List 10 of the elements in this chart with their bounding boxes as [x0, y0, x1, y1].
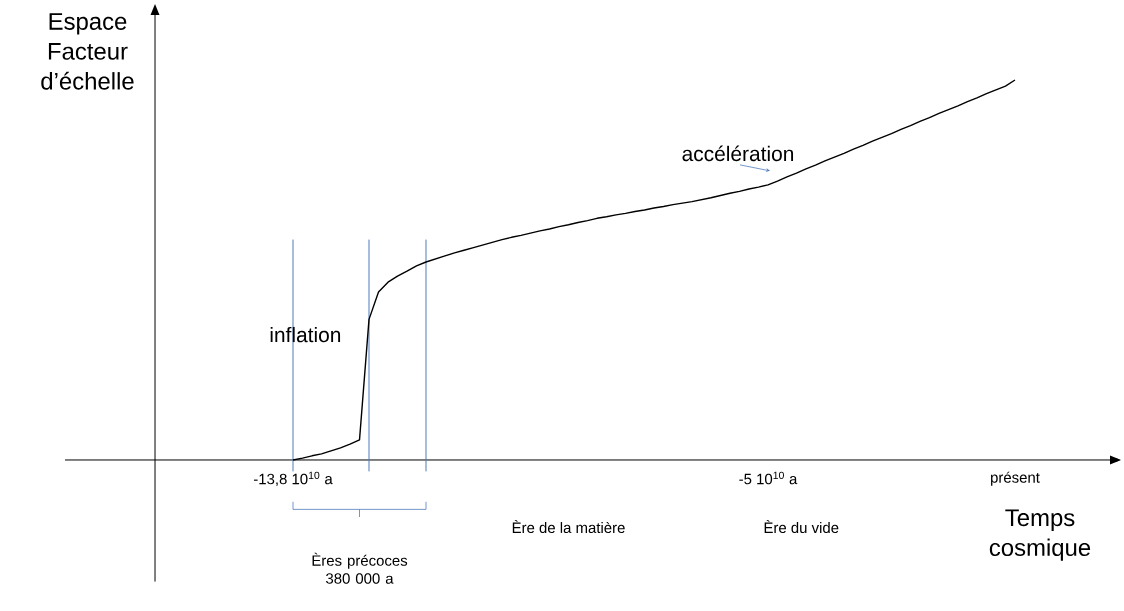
text: Espace Facteur d’échelle: [41, 13, 134, 90]
text: Ère du vide: [764, 519, 839, 534]
annotation: inflation: [270, 326, 341, 343]
text: Ères précoces 380 000 a: [312, 552, 408, 584]
x-tick-label: -5 10$^{10}$ a: [739, 471, 798, 485]
annotation: accélération: [682, 145, 794, 162]
x-tick-label: présent: [991, 471, 1040, 486]
x-tick-label: -13,8 10$^{10}$ a: [253, 471, 333, 487]
text: Ère de la matière: [512, 519, 625, 534]
x-axis-title: Temps cosmique: [989, 509, 1091, 561]
